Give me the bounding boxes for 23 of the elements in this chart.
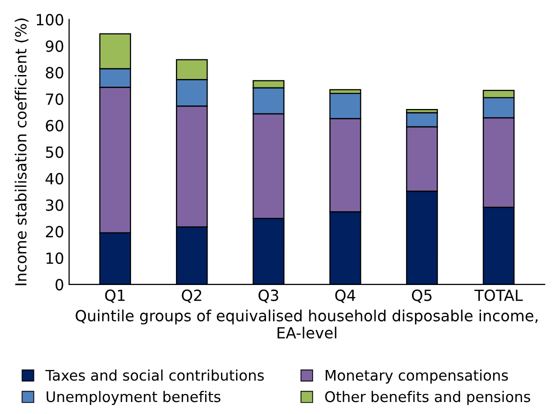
- y-tick-label: 30: [46, 199, 64, 211]
- x-tick-label: Q1: [105, 290, 125, 303]
- legend-label: Monetary compensations: [326, 369, 508, 384]
- x-axis-title: Quintile groups of equivalised household disposable income, EA-level: [76, 310, 538, 339]
- y-tick-label: 80: [46, 66, 64, 78]
- y-axis-title: Income stabilisation coefficient (%): [14, 18, 28, 286]
- y-tick-label: 60: [46, 120, 64, 132]
- legend-label: Other benefits and pensions: [325, 390, 530, 406]
- x-tick-label: Q2: [182, 290, 202, 303]
- y-tick-label: 40: [46, 172, 64, 184]
- x-tick-label: TOTAL: [474, 290, 523, 302]
- y-tick-label: 10: [46, 252, 64, 264]
- y-tick-label: 70: [46, 93, 64, 105]
- legend-label: Taxes and social contributions: [45, 369, 264, 381]
- y-tick-label: 100: [36, 14, 64, 26]
- legend-label: Unemployment benefits: [46, 390, 220, 406]
- x-tick-label: Q5: [412, 290, 432, 303]
- y-tick-label: 20: [46, 226, 64, 238]
- y-tick-label: 50: [46, 146, 64, 158]
- x-tick-label: Q3: [258, 290, 278, 303]
- y-tick-label: 90: [46, 40, 64, 52]
- x-tick-label: Q4: [335, 290, 356, 303]
- y-tick-label: 0: [56, 278, 64, 290]
